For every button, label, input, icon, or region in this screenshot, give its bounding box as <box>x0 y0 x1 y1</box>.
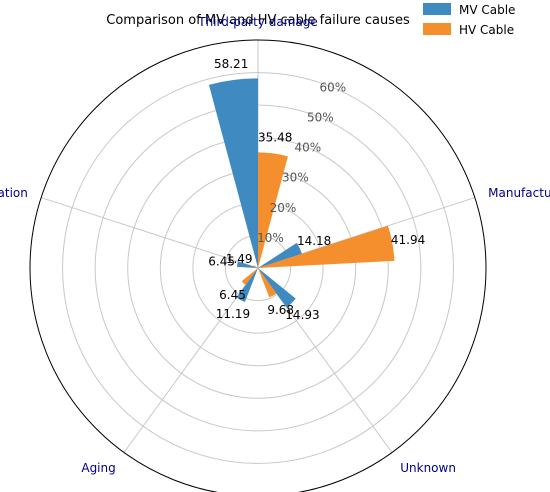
hv-cable-bar <box>258 268 277 298</box>
value-label: 6.45 <box>219 288 246 302</box>
mv-cable-bar <box>237 261 258 268</box>
grid-spoke <box>123 267 259 453</box>
category-label-installation: Installation <box>0 186 28 200</box>
radial-tick-label: 60% <box>319 80 346 94</box>
mv-cable-bar <box>208 78 258 269</box>
hv-cable-bar <box>253 265 258 268</box>
hv-cable-legend-swatch <box>423 23 451 35</box>
grid-spoke <box>41 197 259 269</box>
hv-cable-bar <box>241 268 258 285</box>
value-label: 58.21 <box>214 57 248 71</box>
value-label: 14.18 <box>297 234 331 248</box>
value-label: 35.48 <box>258 131 292 145</box>
mv-cable-bar <box>236 268 258 303</box>
mv-cable-legend-label: MV Cable <box>459 3 515 17</box>
hv-cable-bar <box>258 225 395 268</box>
category-label-manufacturing-quality: Manufacturing quality <box>488 186 550 200</box>
value-label: 1.49 <box>226 252 253 266</box>
radial-tick-label: 40% <box>295 141 322 155</box>
outer-frame <box>29 39 487 492</box>
hv-cable-legend-label: HV Cable <box>459 23 514 37</box>
bars-group <box>208 78 395 308</box>
radial-tick-label: 20% <box>270 201 297 215</box>
radial-ticks: 10% 20% 30% 40% 50% 60% <box>257 80 346 244</box>
value-label: 41.94 <box>391 233 425 247</box>
value-label: 11.19 <box>216 307 250 321</box>
category-label-unknown: Unknown <box>400 461 456 475</box>
mv-cable-bar <box>258 268 296 308</box>
category-label-third-party-damage: Third-party damage <box>197 15 317 29</box>
mv-cable-legend-swatch <box>423 3 451 15</box>
value-label: 6.45 <box>208 254 235 268</box>
mv-cable-bar <box>258 242 302 268</box>
category-label-aging: Aging <box>81 461 115 475</box>
chart-title: Comparison of MV and HV cable failure ca… <box>106 13 410 28</box>
radial-tick-label: 30% <box>282 171 309 185</box>
value-labels: 58.21 14.18 14.93 11.19 6.45 35.48 41.94 9.68 6.… <box>208 57 425 322</box>
value-label: 9.68 <box>267 303 294 317</box>
category-labels: Third-party damage Manufacturing quality U… <box>0 15 550 475</box>
hv-cable-bar <box>258 152 288 268</box>
radial-tick-label: 50% <box>307 111 334 125</box>
legend: MV Cable HV Cable <box>423 3 515 37</box>
grid-spoke <box>257 267 393 453</box>
radial-tick-label: 10% <box>257 231 284 245</box>
value-label: 14.93 <box>285 308 319 322</box>
